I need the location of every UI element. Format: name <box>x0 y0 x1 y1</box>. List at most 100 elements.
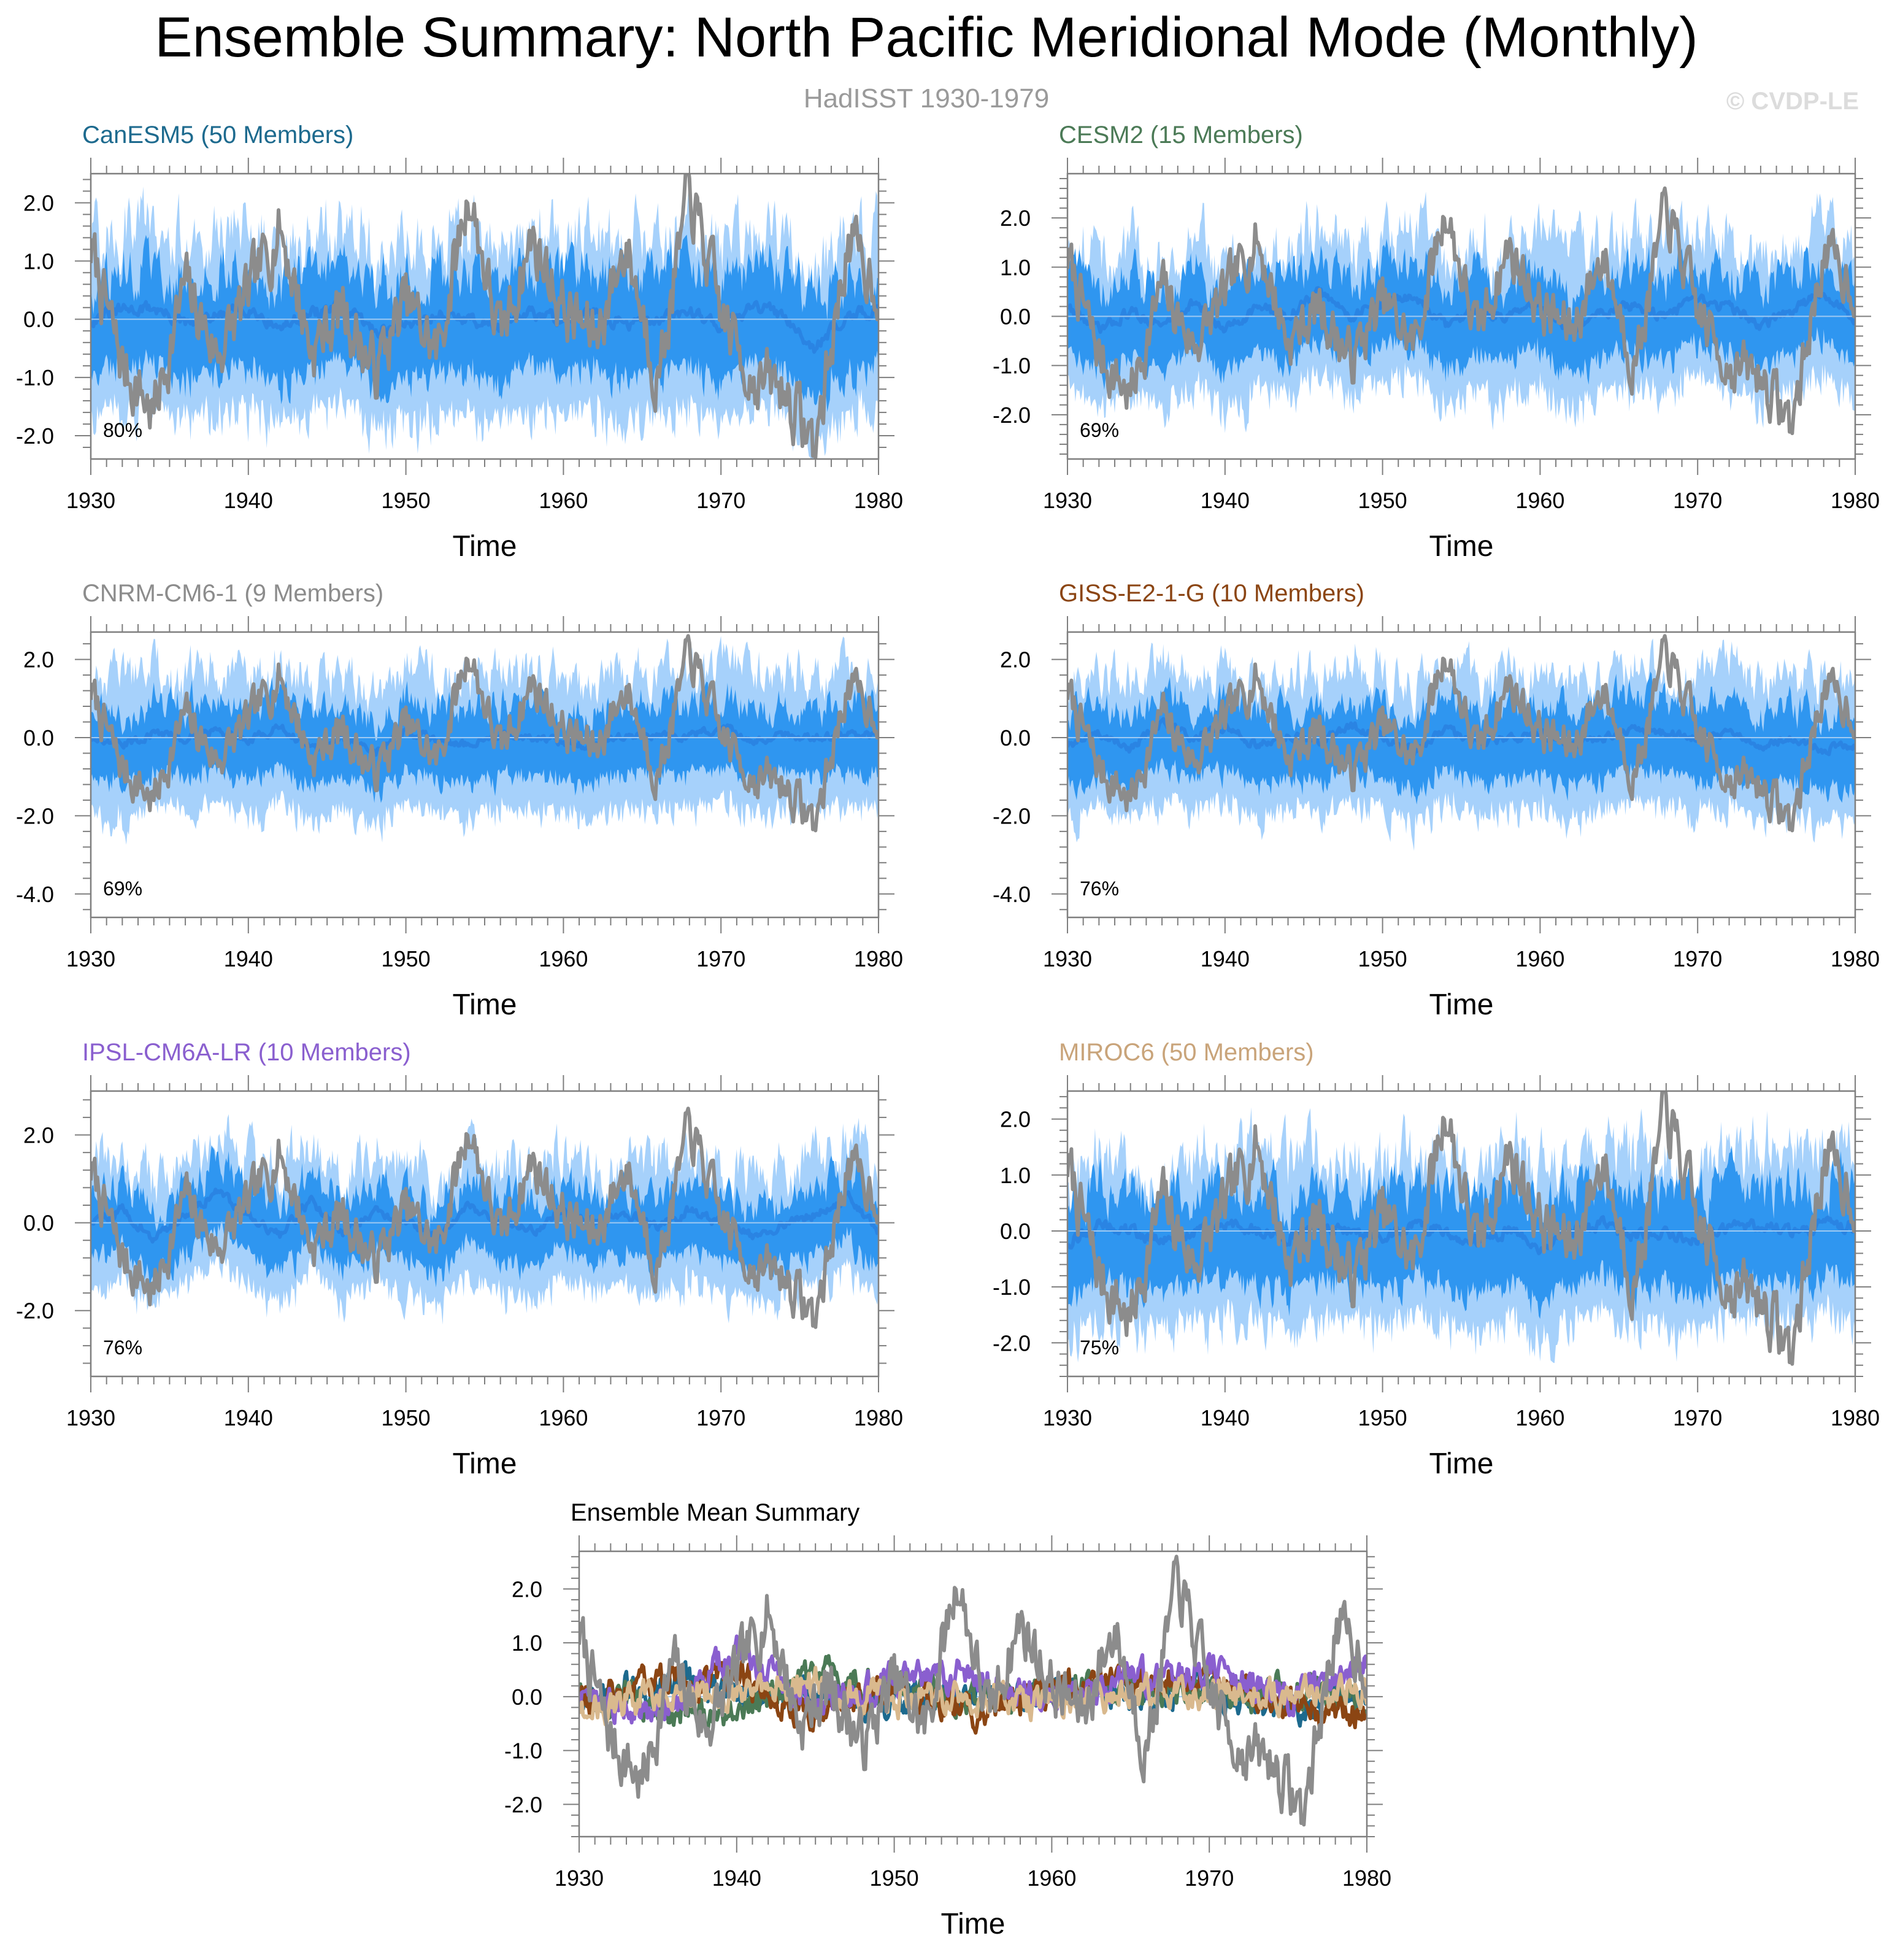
y-tick-label: -1.0 <box>993 353 1031 379</box>
y-tick-label: -2.0 <box>16 803 54 828</box>
y-tick-label: 2.0 <box>1000 1107 1031 1132</box>
x-tick-label: 1950 <box>1358 1405 1407 1430</box>
pattern-correlation-label: 69% <box>103 878 142 900</box>
y-tick-label: 0.0 <box>1000 1219 1031 1244</box>
ensemble-mean-line <box>91 1187 879 1244</box>
x-tick-label: 1930 <box>555 1865 604 1891</box>
plot-area <box>91 634 879 845</box>
x-axis-label: Time <box>1429 1448 1494 1480</box>
y-tick-label: 2.0 <box>23 647 54 673</box>
x-tick-label: 1960 <box>1027 1865 1076 1891</box>
observed-line <box>91 634 879 833</box>
x-tick-label: 1940 <box>712 1865 761 1891</box>
y-tick-label: 0.0 <box>1000 725 1031 750</box>
x-tick-label: 1980 <box>1831 1405 1880 1430</box>
pattern-correlation-label: 76% <box>1080 878 1119 900</box>
y-tick-label: 0.0 <box>1000 304 1031 330</box>
x-tick-label: 1960 <box>1515 1405 1564 1430</box>
y-tick-label: 2.0 <box>23 190 54 215</box>
x-tick-label: 1950 <box>1358 488 1407 513</box>
observed-line <box>1067 1091 1855 1366</box>
y-tick-label: 1.0 <box>512 1630 542 1656</box>
y-tick-label: -1.0 <box>16 365 54 390</box>
x-tick-label: 1930 <box>66 488 115 513</box>
y-tick-label: -2.0 <box>993 1330 1031 1356</box>
plot-area <box>91 174 879 459</box>
x-tick-label: 1960 <box>539 1405 588 1430</box>
x-tick-label: 1980 <box>854 946 903 971</box>
x-tick-label: 1950 <box>382 946 431 971</box>
x-tick-label: 1930 <box>1043 946 1092 971</box>
x-tick-label: 1970 <box>696 1405 745 1430</box>
observed-line <box>1067 186 1855 436</box>
y-tick-label: -2.0 <box>993 403 1031 428</box>
x-axis-label: Time <box>1429 989 1494 1021</box>
x-tick-label: 1930 <box>66 1405 115 1430</box>
pattern-correlation-label: 76% <box>103 1337 142 1359</box>
plot-area <box>1067 634 1855 851</box>
chart-panel: CanESM5 (50 Members) 1930 1940 1950 1960 1970… <box>16 122 903 563</box>
x-tick-label: 1940 <box>224 1405 273 1430</box>
x-tick-label: 1980 <box>854 1405 903 1430</box>
panel-title: CESM2 (15 Members) <box>1059 122 1303 149</box>
panel-title: CNRM-CM6-1 (9 Members) <box>82 580 383 607</box>
y-tick-label: 2.0 <box>1000 206 1031 231</box>
y-tick-label: -1.0 <box>993 1275 1031 1300</box>
panels: CanESM5 (50 Members) 1930 1940 1950 1960 1970… <box>16 122 1880 1940</box>
ensemble-mean-line <box>91 723 879 757</box>
x-tick-label: 1980 <box>854 488 903 513</box>
x-tick-label: 1970 <box>1673 488 1722 513</box>
chart-panel: CNRM-CM6-1 (9 Members) 1930 1940 1950 1960 19… <box>16 580 903 1021</box>
x-tick-label: 1940 <box>224 946 273 971</box>
observed-line <box>91 174 879 459</box>
y-tick-label: -4.0 <box>993 882 1031 907</box>
x-tick-label: 1940 <box>1201 488 1250 513</box>
ensemble-mean-line <box>91 298 879 354</box>
x-tick-label: 1950 <box>1358 946 1407 971</box>
panel-title: MIROC6 (50 Members) <box>1059 1039 1314 1066</box>
x-tick-label: 1950 <box>870 1865 919 1891</box>
x-tick-label: 1960 <box>1515 488 1564 513</box>
y-tick-label: 0.0 <box>512 1684 542 1710</box>
chart-panel: Ensemble Mean Summary 1930 1940 1950 1960 197… <box>504 1499 1391 1940</box>
x-tick-label: 1930 <box>66 946 115 971</box>
x-axis-label: Time <box>453 989 517 1021</box>
page-subtitle: HadISST 1930-1979 <box>804 83 1049 114</box>
y-tick-label: 1.0 <box>1000 255 1031 280</box>
x-axis-label: Time <box>453 530 517 563</box>
spread-band-inner <box>91 1145 879 1289</box>
panel-title: CanESM5 (50 Members) <box>82 122 353 149</box>
panel-title: IPSL-CM6A-LR (10 Members) <box>82 1039 411 1066</box>
plot-area <box>1067 186 1855 436</box>
model-mean-line <box>579 1665 1367 1727</box>
y-tick-label: -2.0 <box>504 1792 542 1817</box>
chart-panel: IPSL-CM6A-LR (10 Members) 1930 1940 1950 196… <box>16 1039 903 1480</box>
y-tick-label: 0.0 <box>23 307 54 332</box>
panel-title: GISS-E2-1-G (10 Members) <box>1059 580 1364 607</box>
x-tick-label: 1970 <box>696 946 745 971</box>
x-tick-label: 1970 <box>1673 1405 1722 1430</box>
chart-panel: GISS-E2-1-G (10 Members) 1930 1940 1950 1960… <box>993 580 1880 1021</box>
x-tick-label: 1940 <box>1201 946 1250 971</box>
y-tick-label: -2.0 <box>16 1298 54 1324</box>
y-tick-label: 1.0 <box>1000 1163 1031 1188</box>
pattern-correlation-label: 69% <box>1080 419 1119 441</box>
x-tick-label: 1940 <box>1201 1405 1250 1430</box>
y-tick-label: 0.0 <box>23 725 54 750</box>
observed-line <box>91 1106 879 1329</box>
plot-area <box>91 1106 879 1329</box>
x-tick-label: 1980 <box>1831 488 1880 513</box>
y-tick-label: 2.0 <box>23 1123 54 1148</box>
panel-title: Ensemble Mean Summary <box>571 1499 859 1526</box>
x-tick-label: 1960 <box>539 946 588 971</box>
chart-panel: MIROC6 (50 Members) 1930 1940 1950 1960 1970 1… <box>993 1039 1880 1480</box>
plot-area <box>579 1554 1367 1827</box>
plot-area <box>1067 1091 1855 1366</box>
x-axis-label: Time <box>941 1908 1006 1940</box>
x-axis-label: Time <box>453 1448 517 1480</box>
chart-panel: CESM2 (15 Members) 1930 1940 1950 1960 1970 19… <box>993 122 1880 563</box>
x-tick-label: 1960 <box>1515 946 1564 971</box>
x-tick-label: 1950 <box>382 1405 431 1430</box>
y-tick-label: -1.0 <box>504 1738 542 1764</box>
